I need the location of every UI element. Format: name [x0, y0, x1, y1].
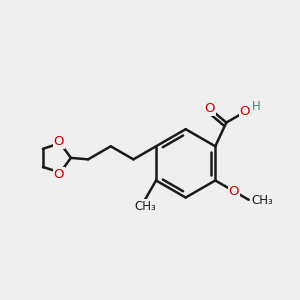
Text: O: O: [205, 102, 215, 115]
Text: H: H: [252, 100, 261, 113]
Text: O: O: [53, 168, 64, 181]
Text: O: O: [53, 135, 64, 148]
Text: CH₃: CH₃: [134, 200, 156, 213]
Text: CH₃: CH₃: [251, 194, 273, 208]
Text: O: O: [229, 185, 239, 198]
Text: O: O: [240, 105, 250, 119]
